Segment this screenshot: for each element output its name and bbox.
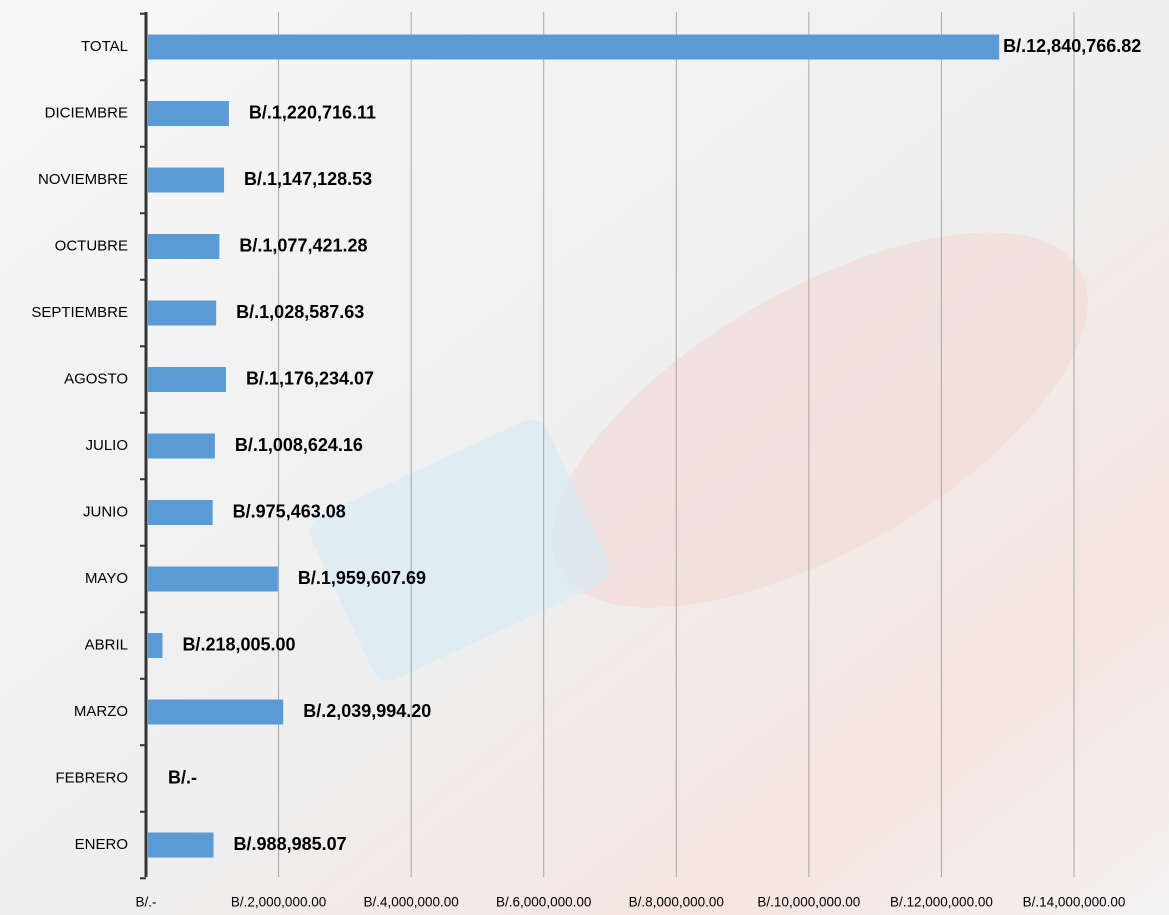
value-label: B/.1,008,624.16 xyxy=(235,435,363,455)
value-label: B/.975,463.08 xyxy=(233,501,346,521)
value-label: B/.1,959,607.69 xyxy=(298,568,426,588)
x-tick-label: B/.6,000,000.00 xyxy=(496,895,591,910)
x-tick-label: B/.4,000,000.00 xyxy=(363,895,458,910)
bar xyxy=(148,833,214,858)
bar xyxy=(148,633,162,658)
y-tick-label: MARZO xyxy=(74,703,128,720)
bar xyxy=(148,700,283,725)
value-label: B/.1,220,716.11 xyxy=(249,102,376,122)
value-label: B/.1,028,587.63 xyxy=(236,302,364,322)
bar xyxy=(148,301,216,326)
value-label: B/.- xyxy=(168,767,197,787)
x-tick-label: B/.14,000,000.00 xyxy=(1023,895,1126,910)
bar xyxy=(148,567,278,592)
value-label: B/.988,985.07 xyxy=(234,834,347,854)
x-tick-label: B/.8,000,000.00 xyxy=(629,895,724,910)
bar xyxy=(148,367,226,392)
x-tick-label: B/.- xyxy=(135,895,156,910)
x-tick-label: B/.10,000,000.00 xyxy=(757,895,860,910)
y-tick-label: ENERO xyxy=(75,836,128,853)
chart: B/.- B/.2,000,000.00 B/.4,000,000.00 B/.6,0… xyxy=(0,0,1169,915)
value-label: B/.2,039,994.20 xyxy=(303,701,431,721)
bar xyxy=(148,234,219,259)
value-label: B/.1,147,128.53 xyxy=(244,169,372,189)
bar xyxy=(148,434,215,459)
y-tick-label: SEPTIEMBRE xyxy=(31,304,128,321)
value-label: B/.1,077,421.28 xyxy=(239,235,367,255)
y-tick-label: AGOSTO xyxy=(64,370,128,387)
y-tick-label: NOVIEMBRE xyxy=(38,171,128,188)
value-label: B/.218,005.00 xyxy=(182,634,295,654)
y-tick-label: DICIEMBRE xyxy=(45,104,128,121)
y-tick-label: FEBRERO xyxy=(55,769,128,786)
y-tick-label: TOTAL xyxy=(81,38,128,55)
bar xyxy=(148,35,999,60)
x-tick-label: B/.12,000,000.00 xyxy=(890,895,993,910)
bar xyxy=(148,168,224,193)
value-label: B/.1,176,234.07 xyxy=(246,368,374,388)
y-tick-label: OCTUBRE xyxy=(55,237,128,254)
x-tick-label: B/.2,000,000.00 xyxy=(231,895,326,910)
y-tick-label: JULIO xyxy=(85,437,128,454)
bar xyxy=(148,500,213,525)
bar xyxy=(148,101,229,126)
y-tick-label: ABRIL xyxy=(85,636,128,653)
y-tick-label: MAYO xyxy=(85,570,128,587)
y-tick-label: JUNIO xyxy=(83,503,128,520)
value-label: B/.12,840,766.82 xyxy=(1003,36,1141,56)
